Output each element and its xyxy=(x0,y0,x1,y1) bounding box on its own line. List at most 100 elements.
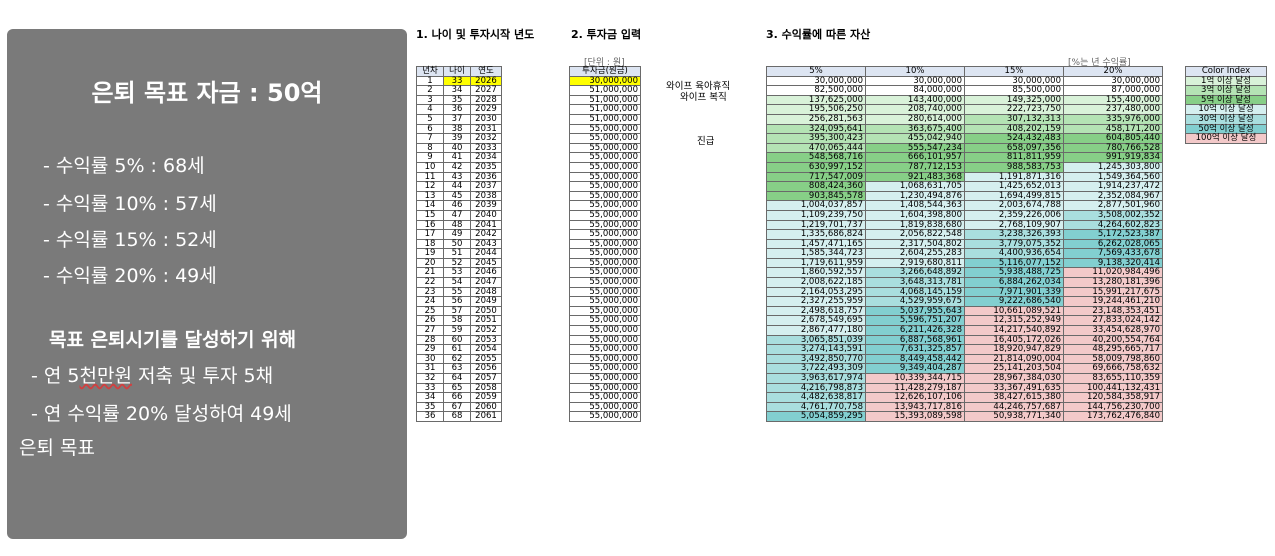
investment-cell[interactable]: 55,000,000 xyxy=(569,133,641,144)
asset-cell[interactable]: 3,274,143,591 xyxy=(766,344,866,355)
investment-cell[interactable]: 55,000,000 xyxy=(569,200,641,211)
age-cell[interactable]: 2027 xyxy=(470,85,502,96)
asset-cell[interactable]: 2,003,674,788 xyxy=(964,200,1064,211)
age-cell[interactable]: 2044 xyxy=(470,248,502,259)
asset-cell[interactable]: 991,919,834 xyxy=(1063,152,1163,163)
age-cell[interactable]: 2054 xyxy=(470,344,502,355)
asset-cell[interactable]: 7,569,433,678 xyxy=(1063,248,1163,259)
asset-cell[interactable]: 38,427,615,380 xyxy=(964,392,1064,403)
age-cell[interactable]: 2035 xyxy=(470,161,502,173)
asset-cell[interactable]: 85,500,000 xyxy=(964,85,1064,96)
age-cell[interactable]: 27 xyxy=(416,325,444,336)
asset-cell[interactable]: 3,648,313,781 xyxy=(865,277,965,288)
age-cell[interactable]: 2042 xyxy=(470,229,502,240)
asset-cell[interactable]: 524,432,483 xyxy=(964,133,1064,144)
asset-cell[interactable]: 548,568,716 xyxy=(766,152,866,163)
asset-cell[interactable]: 280,614,000 xyxy=(865,113,965,125)
asset-cell[interactable]: 455,042,940 xyxy=(865,133,965,144)
investment-cell[interactable]: 55,000,000 xyxy=(569,209,641,221)
asset-cell[interactable]: 2,056,822,548 xyxy=(865,229,965,240)
age-cell[interactable]: 2047 xyxy=(470,277,502,288)
asset-cell[interactable]: 5,054,859,295 xyxy=(766,411,866,422)
age-cell[interactable]: 2039 xyxy=(470,200,502,211)
asset-cell[interactable]: 14,217,540,892 xyxy=(964,325,1064,336)
age-cell[interactable]: 10 xyxy=(416,161,444,173)
asset-cell[interactable]: 28,967,384,030 xyxy=(964,373,1064,384)
asset-cell[interactable]: 82,500,000 xyxy=(766,85,866,96)
age-cell[interactable]: 14 xyxy=(416,200,444,211)
asset-cell[interactable]: 2,867,477,180 xyxy=(766,325,866,336)
age-cell[interactable]: 2034 xyxy=(470,152,502,163)
age-cell[interactable]: 9 xyxy=(416,152,444,163)
asset-cell[interactable]: 630,997,152 xyxy=(766,161,866,173)
age-cell[interactable]: 2052 xyxy=(470,325,502,336)
asset-cell[interactable]: 2,008,622,185 xyxy=(766,277,866,288)
age-cell[interactable]: 2040 xyxy=(470,209,502,221)
asset-cell[interactable]: 19,244,461,210 xyxy=(1063,296,1163,307)
asset-cell[interactable]: 18,920,947,829 xyxy=(964,344,1064,355)
age-cell[interactable]: 44 xyxy=(443,181,471,192)
age-cell[interactable]: 39 xyxy=(443,133,471,144)
age-cell[interactable]: 2030 xyxy=(470,113,502,125)
investment-cell[interactable]: 55,000,000 xyxy=(569,152,641,163)
asset-cell[interactable]: 1,425,652,013 xyxy=(964,181,1064,192)
investment-cell[interactable]: 55,000,000 xyxy=(569,411,641,422)
asset-cell[interactable]: 3,508,002,352 xyxy=(1063,209,1163,221)
age-cell[interactable]: 34 xyxy=(443,85,471,96)
asset-cell[interactable]: 1,335,686,824 xyxy=(766,229,866,240)
age-cell[interactable]: 17 xyxy=(416,229,444,240)
age-cell[interactable]: 68 xyxy=(443,411,471,422)
asset-cell[interactable]: 6,211,426,328 xyxy=(865,325,965,336)
asset-cell[interactable]: 7,631,325,857 xyxy=(865,344,965,355)
age-cell[interactable]: 12 xyxy=(416,181,444,192)
investment-cell[interactable]: 55,000,000 xyxy=(569,373,641,384)
age-cell[interactable]: 64 xyxy=(443,373,471,384)
asset-cell[interactable]: 811,811,959 xyxy=(964,152,1064,163)
age-cell[interactable]: 5 xyxy=(416,113,444,125)
asset-cell[interactable]: 1,604,398,800 xyxy=(865,209,965,221)
age-cell[interactable]: 42 xyxy=(443,161,471,173)
asset-cell[interactable]: 988,583,753 xyxy=(964,161,1064,173)
age-cell[interactable]: 49 xyxy=(443,229,471,240)
asset-cell[interactable]: 335,976,000 xyxy=(1063,113,1163,125)
age-cell[interactable]: 24 xyxy=(416,296,444,307)
investment-cell[interactable]: 55,000,000 xyxy=(569,161,641,173)
age-cell[interactable]: 15 xyxy=(416,209,444,221)
asset-cell[interactable]: 10,339,344,715 xyxy=(865,373,965,384)
asset-cell[interactable]: 173,762,476,840 xyxy=(1063,411,1163,422)
age-cell[interactable]: 47 xyxy=(443,209,471,221)
age-cell[interactable]: 56 xyxy=(443,296,471,307)
asset-cell[interactable]: 6,884,262,034 xyxy=(964,277,1064,288)
age-cell[interactable]: 34 xyxy=(416,392,444,403)
asset-cell[interactable]: 2,359,226,006 xyxy=(964,209,1064,221)
investment-cell[interactable]: 55,000,000 xyxy=(569,344,641,355)
investment-cell[interactable]: 55,000,000 xyxy=(569,248,641,259)
age-cell[interactable]: 46 xyxy=(443,200,471,211)
age-cell[interactable]: 37 xyxy=(443,113,471,125)
investment-cell[interactable]: 55,000,000 xyxy=(569,325,641,336)
investment-cell[interactable]: 55,000,000 xyxy=(569,181,641,192)
asset-cell[interactable]: 1,245,303,800 xyxy=(1063,161,1163,173)
asset-cell[interactable]: 4,482,638,817 xyxy=(766,392,866,403)
age-cell[interactable]: 2032 xyxy=(470,133,502,144)
age-cell[interactable]: 32 xyxy=(416,373,444,384)
asset-cell[interactable]: 787,712,153 xyxy=(865,161,965,173)
age-cell[interactable]: 2037 xyxy=(470,181,502,192)
asset-cell[interactable]: 84,000,000 xyxy=(865,85,965,96)
age-cell[interactable]: 22 xyxy=(416,277,444,288)
asset-cell[interactable]: 1,109,239,750 xyxy=(766,209,866,221)
asset-cell[interactable]: 15,393,089,598 xyxy=(865,411,965,422)
age-cell[interactable]: 7 xyxy=(416,133,444,144)
asset-cell[interactable]: 9,222,686,540 xyxy=(964,296,1064,307)
age-cell[interactable]: 54 xyxy=(443,277,471,288)
asset-cell[interactable]: 1,585,344,723 xyxy=(766,248,866,259)
asset-cell[interactable]: 395,300,423 xyxy=(766,133,866,144)
age-cell[interactable]: 2057 xyxy=(470,373,502,384)
age-cell[interactable]: 2061 xyxy=(470,411,502,422)
asset-cell[interactable]: 48,295,665,717 xyxy=(1063,344,1163,355)
age-cell[interactable]: 2049 xyxy=(470,296,502,307)
asset-cell[interactable]: 604,805,440 xyxy=(1063,133,1163,144)
asset-cell[interactable]: 3,238,326,393 xyxy=(964,229,1064,240)
age-cell[interactable]: 36 xyxy=(416,411,444,422)
investment-cell[interactable]: 51,000,000 xyxy=(569,85,641,96)
